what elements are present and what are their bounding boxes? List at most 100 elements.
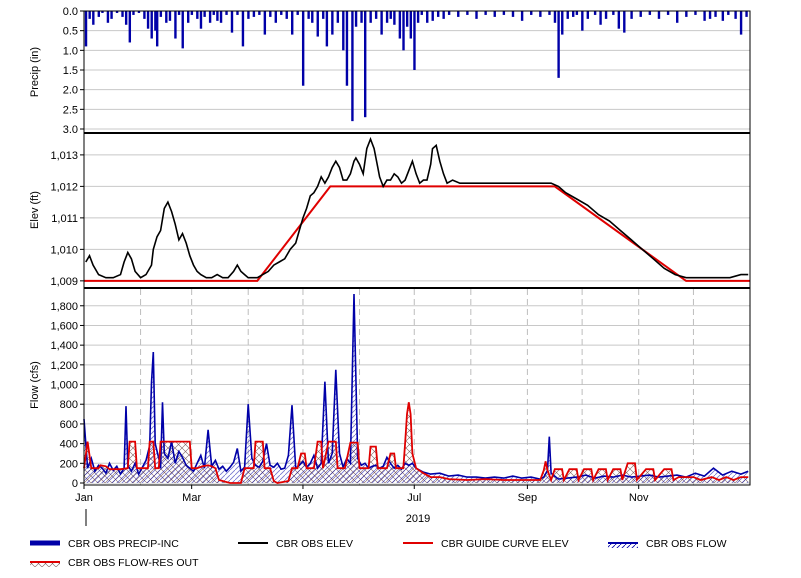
- precip-bar: [212, 11, 215, 15]
- precip-bar: [128, 11, 132, 43]
- legend-item: CBR OBS ELEV: [238, 538, 353, 550]
- legend-label: CBR OBS FLOW: [646, 538, 727, 550]
- precip-bar: [342, 11, 345, 51]
- x-tick-label: Jan: [75, 492, 93, 504]
- precip-bar: [520, 11, 524, 21]
- precip-bar: [745, 11, 748, 17]
- precip-bar: [685, 11, 688, 17]
- elevation-y-ticks: 1,009 1,010 1,011 1,012 1,013: [50, 150, 84, 288]
- precip-bar: [466, 11, 469, 15]
- precip-bar: [553, 11, 557, 23]
- precip-bar: [447, 11, 451, 15]
- legend-item: CBR OBS FLOW-RES OUT: [30, 557, 199, 569]
- flow-tick-label: 1,000: [50, 380, 78, 392]
- precip-bar: [694, 11, 697, 15]
- precip-bar: [739, 11, 743, 35]
- elevation-tick-label: 1,013: [50, 150, 78, 162]
- flow-tick-label: 1,600: [50, 320, 78, 332]
- precip-bar: [385, 11, 389, 23]
- precip-bar: [617, 11, 621, 29]
- precip-bar: [351, 11, 354, 122]
- precip-bar: [177, 11, 181, 15]
- x-axis-year-label: 2019: [406, 513, 430, 525]
- x-tick-label: Sep: [518, 492, 538, 504]
- flow-tick-label: 1,800: [50, 301, 78, 313]
- precip-bar: [586, 11, 590, 19]
- precip-bar: [241, 11, 245, 47]
- precip-bar: [124, 11, 128, 25]
- obs-elev-line: [85, 136, 749, 279]
- precip-bar: [666, 11, 670, 15]
- precip-bar: [389, 11, 392, 19]
- precip-bar: [402, 11, 405, 51]
- precip-bar: [230, 11, 234, 33]
- legend-label: CBR OBS FLOW-RES OUT: [68, 557, 199, 569]
- precip-bar: [548, 11, 551, 15]
- precip-bar: [159, 11, 163, 17]
- precip-bar: [280, 11, 283, 15]
- legend-label: CBR GUIDE CURVE ELEV: [441, 538, 569, 550]
- flow-y-axis-label: Flow (cfs): [29, 361, 41, 409]
- legend-item: CBR GUIDE CURVE ELEV: [403, 538, 569, 550]
- precip-bar: [703, 11, 706, 21]
- precip-bar: [252, 11, 256, 17]
- elevation-y-axis-label: Elev (ft): [29, 191, 41, 229]
- precip-tick-label: 3.0: [63, 124, 78, 136]
- legend-item: CBR OBS FLOW: [608, 538, 727, 550]
- precip-bar: [374, 11, 378, 19]
- panel-frames: [83, 10, 751, 486]
- flow-tick-label: 1,200: [50, 360, 78, 372]
- x-tick-label: Jul: [407, 492, 421, 504]
- x-tick-label: Mar: [182, 492, 201, 504]
- precip-bar: [363, 11, 367, 118]
- precip-bar: [426, 11, 429, 23]
- elevation-tick-label: 1,012: [50, 181, 78, 193]
- flow-panel: Flow (cfs) 0 200 400 600 800 1,000 1,200 1,400 1…: [29, 289, 750, 490]
- precip-bar: [612, 11, 615, 15]
- precip-bar: [416, 11, 420, 23]
- precip-bars: [84, 11, 748, 122]
- precip-bar: [325, 11, 329, 47]
- precip-bar: [431, 11, 434, 21]
- precip-bar: [436, 11, 440, 17]
- precip-bar: [530, 11, 533, 15]
- precip-bar: [657, 11, 661, 19]
- precip-bar: [258, 11, 261, 15]
- obs-flow-line: [83, 293, 749, 480]
- precip-bar: [208, 11, 212, 23]
- flow-tick-label: 800: [60, 399, 78, 411]
- guide-curve-elev-line: [84, 185, 750, 282]
- legend-swatch-fill: [608, 543, 638, 548]
- precip-bar: [398, 11, 402, 39]
- precip-bar: [263, 11, 267, 35]
- precip-bar: [150, 11, 153, 39]
- precip-bar: [561, 11, 564, 35]
- x-axis: 2019 Jan Mar May Jul Sep Nov: [75, 485, 649, 526]
- precip-bar: [572, 11, 575, 17]
- precip-bar: [174, 11, 177, 39]
- precip-bar: [143, 11, 146, 19]
- precip-bar: [599, 11, 602, 25]
- precip-bar: [714, 11, 717, 17]
- precip-bar: [285, 11, 288, 19]
- legend-label: CBR OBS PRECIP-INC: [68, 538, 179, 550]
- precip-bar: [301, 11, 305, 86]
- elevation-gridlines: [84, 154, 750, 282]
- precip-tick-label: 0.0: [63, 6, 78, 18]
- precip-gridlines: [84, 10, 750, 130]
- x-tick-label: May: [293, 492, 314, 504]
- precip-bar: [409, 11, 413, 39]
- precip-bar: [493, 11, 496, 17]
- precip-bar: [676, 11, 679, 23]
- precip-bar: [380, 11, 383, 35]
- precip-bar: [115, 11, 119, 13]
- precip-y-axis-label: Precip (in): [29, 47, 41, 97]
- precip-bar: [539, 11, 542, 17]
- precip-bar: [354, 11, 358, 27]
- legend-swatch-fill: [30, 562, 60, 567]
- precip-bar: [225, 11, 228, 15]
- precip-bar: [247, 11, 250, 19]
- precip-bar: [97, 11, 100, 17]
- precip-bar: [331, 11, 334, 35]
